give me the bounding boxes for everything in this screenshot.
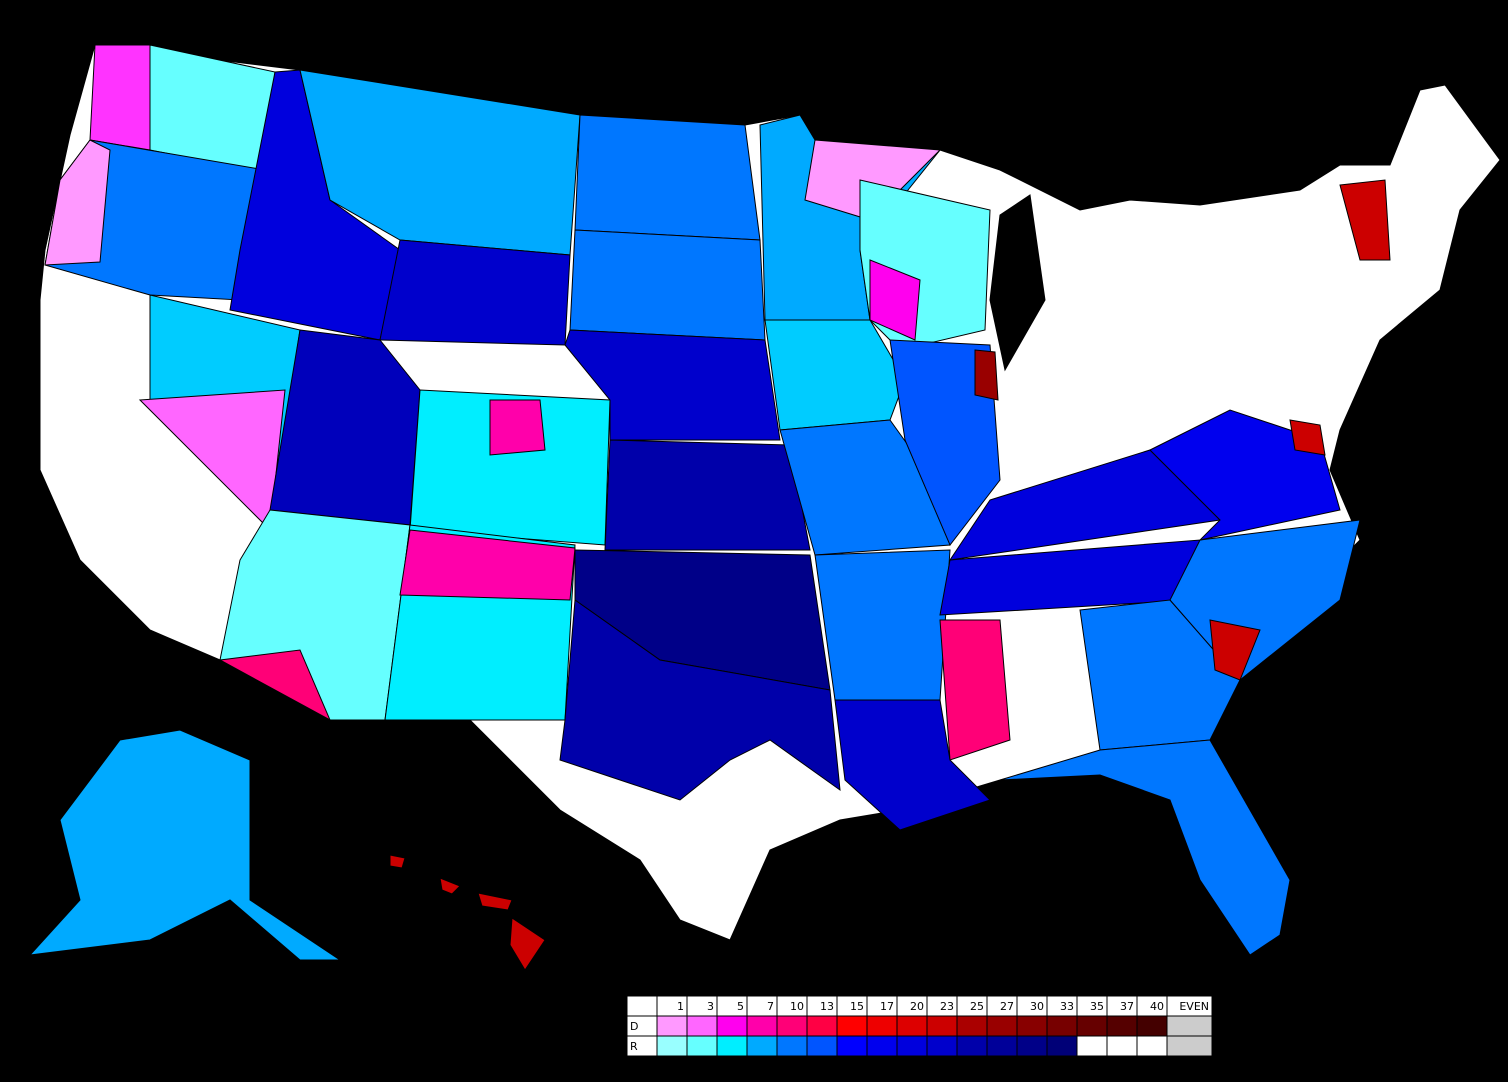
header-label: 33 xyxy=(1060,1000,1074,1013)
legend-swatch xyxy=(746,1015,778,1037)
legend-swatch xyxy=(1076,1035,1108,1057)
legend-swatch xyxy=(986,1035,1018,1057)
colorado-denver xyxy=(489,399,546,456)
kansas xyxy=(604,439,811,551)
legend-swatch xyxy=(1046,1015,1078,1037)
texas xyxy=(559,599,841,801)
legend-swatch xyxy=(926,1035,958,1057)
legend-swatch xyxy=(746,1035,778,1057)
legend-swatch xyxy=(1136,1035,1168,1057)
header-label: 25 xyxy=(970,1000,984,1013)
legend-swatch xyxy=(1166,1015,1213,1037)
wyoming xyxy=(379,239,571,346)
wisconsin-madison xyxy=(869,259,921,341)
georgia xyxy=(1079,599,1241,751)
hawaii-1 xyxy=(389,854,406,869)
header-label: 13 xyxy=(820,1000,834,1013)
legend-swatch xyxy=(986,1015,1018,1037)
alaska xyxy=(28,729,342,961)
legend-swatch xyxy=(806,1015,838,1037)
mississippi xyxy=(939,619,1011,761)
legend-swatch xyxy=(836,1015,868,1037)
legend-swatch xyxy=(1076,1015,1108,1037)
hawaii-4 xyxy=(509,917,546,971)
row-label: R xyxy=(630,1040,638,1053)
legend-swatch xyxy=(776,1035,808,1057)
north-dakota xyxy=(574,114,761,241)
header-label: 7 xyxy=(767,1000,774,1013)
legend-swatch xyxy=(776,1015,808,1037)
header-label: 23 xyxy=(940,1000,954,1013)
header-label: EVEN xyxy=(1179,1000,1209,1013)
arkansas xyxy=(814,549,951,701)
new-mexico-north xyxy=(399,529,576,601)
legend-swatch xyxy=(1016,1015,1048,1037)
header-label: 10 xyxy=(790,1000,804,1013)
header-label: 30 xyxy=(1030,1000,1044,1013)
states xyxy=(28,44,1501,971)
legend-swatch xyxy=(926,1015,958,1037)
washington-west xyxy=(89,44,151,151)
header-label: 37 xyxy=(1120,1000,1134,1013)
lake-michigan xyxy=(989,194,1046,372)
legend-swatch xyxy=(956,1035,988,1057)
legend-swatch xyxy=(1046,1035,1078,1057)
legend-swatch xyxy=(686,1035,718,1057)
header-label: 5 xyxy=(737,1000,744,1013)
louisiana xyxy=(834,699,991,831)
header-label: 35 xyxy=(1090,1000,1104,1013)
legend-swatch xyxy=(656,1035,688,1057)
legend-swatch xyxy=(686,1015,718,1037)
arizona-south xyxy=(218,649,332,722)
header-label: 27 xyxy=(1000,1000,1014,1013)
vermont xyxy=(1339,179,1391,261)
header-label: 3 xyxy=(707,1000,714,1013)
iowa xyxy=(764,319,906,431)
nevada-south xyxy=(138,389,286,532)
header-label: 1 xyxy=(677,1000,684,1013)
legend-corner xyxy=(626,995,658,1017)
legend-swatch xyxy=(1166,1035,1213,1057)
illinois-chicago xyxy=(974,349,999,401)
legend-swatch xyxy=(866,1015,898,1037)
south-dakota xyxy=(569,229,766,341)
legend-swatch xyxy=(1106,1015,1138,1037)
legend-swatch xyxy=(836,1035,868,1057)
legend-swatch xyxy=(956,1015,988,1037)
illinois xyxy=(889,339,1001,546)
header-label: 20 xyxy=(910,1000,924,1013)
florida xyxy=(999,739,1291,956)
legend-swatch xyxy=(656,1015,688,1037)
oregon-coast xyxy=(44,139,111,266)
hawaii-2 xyxy=(439,877,461,895)
legend-swatch xyxy=(806,1035,838,1057)
legend-swatch xyxy=(716,1035,748,1057)
virginia xyxy=(1149,409,1341,541)
legend-swatch xyxy=(896,1015,928,1037)
row-label: D xyxy=(630,1020,638,1033)
virginia-north xyxy=(1289,419,1326,456)
legend-swatch xyxy=(1136,1015,1168,1037)
legend-swatch xyxy=(1106,1035,1138,1057)
header-label: 40 xyxy=(1150,1000,1164,1013)
legend-swatch xyxy=(896,1035,928,1057)
hawaii-3 xyxy=(477,892,513,911)
legend-swatch xyxy=(716,1015,748,1037)
carolina-red xyxy=(1209,619,1261,681)
header-label: 17 xyxy=(880,1000,894,1013)
legend-swatch xyxy=(1016,1035,1048,1057)
legend-swatch xyxy=(866,1035,898,1057)
header-label: 15 xyxy=(850,1000,864,1013)
